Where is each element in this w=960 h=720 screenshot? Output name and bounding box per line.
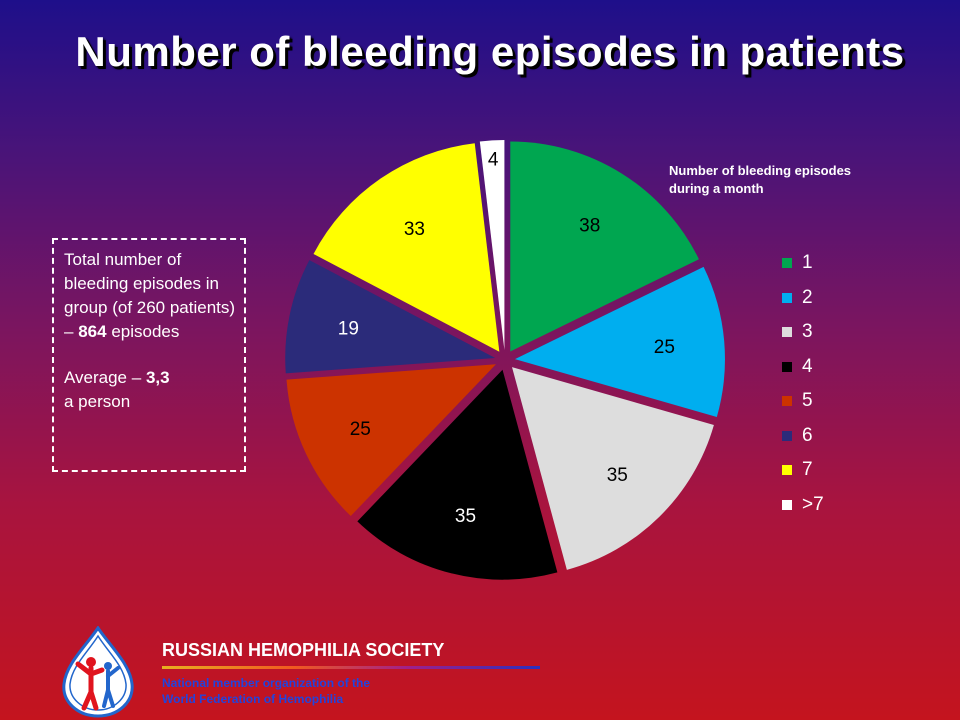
pie-slice-4 bbox=[357, 369, 558, 580]
pie-slice-6 bbox=[285, 260, 496, 374]
legend-swatch bbox=[782, 258, 792, 269]
legend-label: 3 bbox=[802, 321, 813, 343]
legend-label: >7 bbox=[802, 493, 824, 515]
legend-item-1: 1 bbox=[782, 246, 824, 281]
legend-label: 2 bbox=[802, 286, 813, 308]
legend-swatch bbox=[782, 327, 792, 338]
legend-title-line1: Number of bleeding episodes bbox=[669, 163, 852, 178]
legend-swatch bbox=[782, 361, 792, 372]
organization-name: RUSSIAN HEMOPHILIA SOCIETY bbox=[162, 640, 445, 660]
summary-box: Total number of bleeding episodes in gro… bbox=[52, 238, 246, 472]
summary-episodes-text: episodes bbox=[111, 322, 180, 341]
legend-item-5: 5 bbox=[782, 384, 824, 419]
pie-value-label-6: 19 bbox=[338, 318, 359, 339]
legend-swatch bbox=[782, 499, 792, 510]
legend-item-7: 7 bbox=[782, 453, 824, 488]
legend-label: 7 bbox=[802, 459, 813, 481]
legend-swatch bbox=[782, 396, 792, 407]
pie-value-label-4: 35 bbox=[455, 506, 476, 527]
pie-value-label-7: 33 bbox=[404, 219, 425, 240]
legend-label: 4 bbox=[802, 355, 813, 377]
summary-average: Average – 3,3 a person bbox=[64, 366, 240, 414]
legend-item-4: 4 bbox=[782, 350, 824, 385]
summary-average-value: 3,3 bbox=[145, 368, 170, 387]
summary-total-text: Total number of bleeding episodes in gro… bbox=[64, 250, 236, 341]
legend-swatch bbox=[782, 465, 792, 476]
organization-subtitle: National member organization of the Worl… bbox=[162, 675, 370, 707]
legend-title-line2: during a month bbox=[669, 181, 764, 196]
organization-subtitle-line2: World Federation of Hemophilia bbox=[162, 692, 344, 706]
legend-label: 6 bbox=[802, 424, 813, 446]
pie-value-label-8: 4 bbox=[488, 149, 499, 170]
summary-total: Total number of bleeding episodes in gro… bbox=[64, 248, 240, 344]
hemophilia-society-logo bbox=[62, 626, 134, 718]
legend-title: Number of bleeding episodes during a mon… bbox=[669, 162, 899, 198]
page-title: Number of bleeding episodes in patients bbox=[75, 28, 905, 75]
pie-slice-7 bbox=[313, 143, 500, 352]
pie-value-label-2: 25 bbox=[654, 337, 675, 358]
pie-slice-8 bbox=[479, 140, 505, 351]
summary-total-value: 864 bbox=[78, 322, 107, 341]
legend-label: 5 bbox=[802, 390, 813, 412]
pie-value-label-1: 38 bbox=[579, 215, 600, 236]
summary-average-prefix: Average – bbox=[64, 368, 142, 387]
pie-value-label-5: 25 bbox=[350, 419, 371, 440]
legend-item-2: 2 bbox=[782, 281, 824, 316]
legend-swatch bbox=[782, 430, 792, 441]
pie-slice-3 bbox=[512, 367, 714, 570]
pie-slice-1 bbox=[510, 141, 699, 352]
pie-value-label-3: 35 bbox=[607, 465, 628, 486]
pie-chart: 38 25 35 35 25 19 33 4 bbox=[285, 140, 725, 580]
organization-subtitle-line1: National member organization of the bbox=[162, 676, 371, 690]
legend: 1 2 3 4 5 6 7 >7 bbox=[782, 246, 824, 522]
pie-slice-5 bbox=[286, 364, 496, 516]
legend-item-3: 3 bbox=[782, 315, 824, 350]
legend-item-8: >7 bbox=[782, 488, 824, 523]
legend-swatch bbox=[782, 292, 792, 303]
pie-slice-2 bbox=[514, 266, 725, 417]
organization-divider bbox=[162, 666, 540, 669]
legend-label: 1 bbox=[802, 252, 813, 274]
summary-average-suffix: a person bbox=[64, 392, 131, 411]
legend-item-6: 6 bbox=[782, 419, 824, 454]
